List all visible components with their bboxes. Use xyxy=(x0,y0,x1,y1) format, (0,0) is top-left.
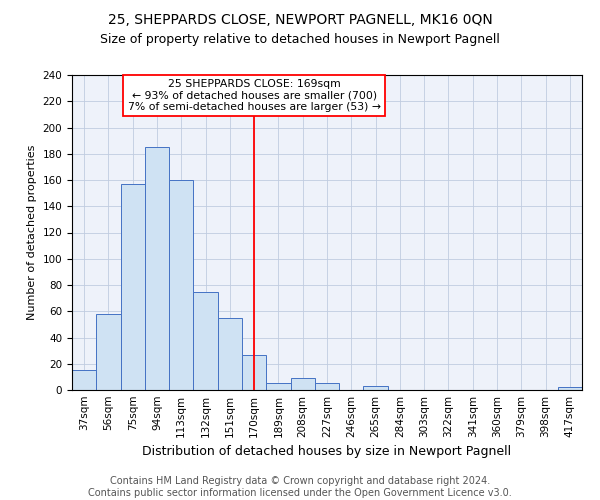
Bar xyxy=(121,184,145,390)
Text: 25, SHEPPARDS CLOSE, NEWPORT PAGNELL, MK16 0QN: 25, SHEPPARDS CLOSE, NEWPORT PAGNELL, MK… xyxy=(107,12,493,26)
Bar xyxy=(315,384,339,390)
Bar xyxy=(72,370,96,390)
Bar xyxy=(266,384,290,390)
Bar xyxy=(290,378,315,390)
Bar xyxy=(169,180,193,390)
Text: Size of property relative to detached houses in Newport Pagnell: Size of property relative to detached ho… xyxy=(100,32,500,46)
Bar xyxy=(218,318,242,390)
Bar xyxy=(558,388,582,390)
Bar xyxy=(242,354,266,390)
X-axis label: Distribution of detached houses by size in Newport Pagnell: Distribution of detached houses by size … xyxy=(142,446,512,458)
Text: 25 SHEPPARDS CLOSE: 169sqm
← 93% of detached houses are smaller (700)
7% of semi: 25 SHEPPARDS CLOSE: 169sqm ← 93% of deta… xyxy=(128,79,380,112)
Bar xyxy=(145,147,169,390)
Bar xyxy=(364,386,388,390)
Y-axis label: Number of detached properties: Number of detached properties xyxy=(27,145,37,320)
Bar xyxy=(193,292,218,390)
Bar xyxy=(96,314,121,390)
Text: Contains HM Land Registry data © Crown copyright and database right 2024.
Contai: Contains HM Land Registry data © Crown c… xyxy=(88,476,512,498)
